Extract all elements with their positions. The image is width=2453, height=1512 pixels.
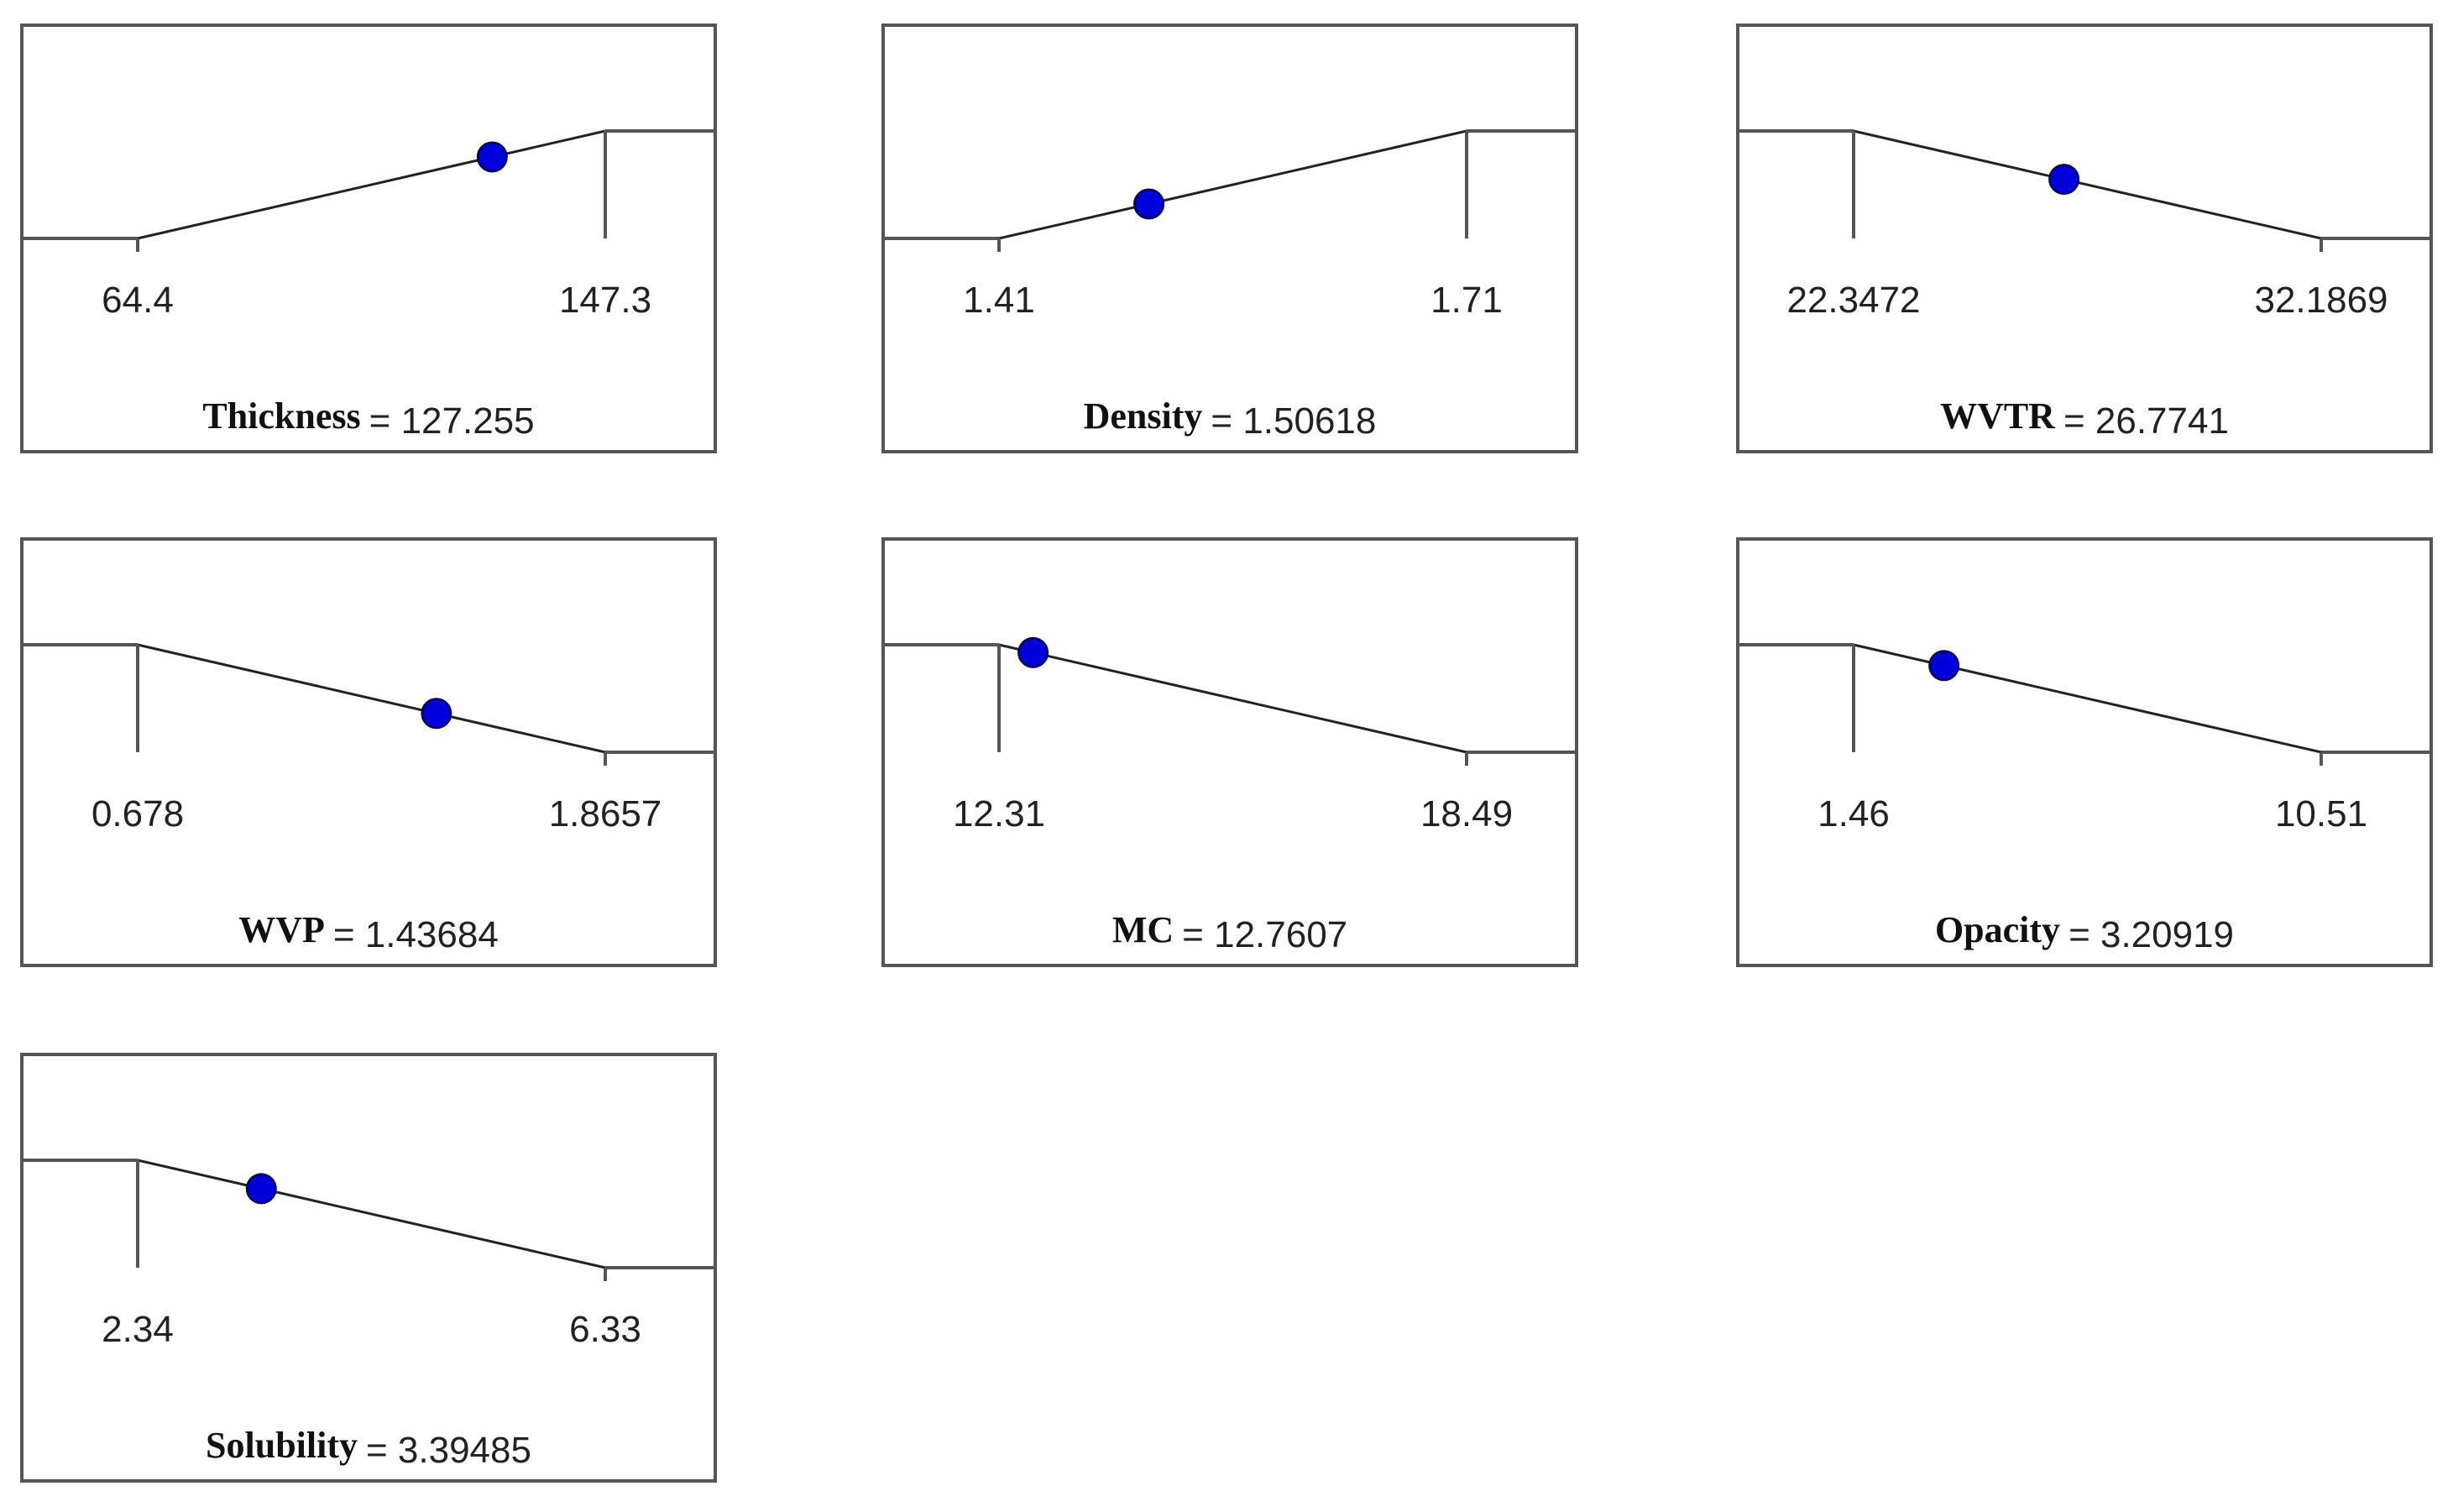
response-caption: WVP = 1.43684 <box>238 909 499 955</box>
response-caption: Opacity = 3.20919 <box>1935 909 2234 955</box>
low-limit-label: 22.3472 <box>1786 280 1920 321</box>
response-name: Solubility <box>206 1425 358 1466</box>
low-limit-label: 1.46 <box>1818 793 1890 834</box>
response-caption: MC = 12.7607 <box>1112 909 1347 955</box>
high-limit-label: 18.49 <box>1420 793 1513 834</box>
high-limit-label: 6.33 <box>569 1309 641 1350</box>
current-value-marker <box>476 141 508 173</box>
ramp-line <box>998 643 1467 754</box>
response-caption: Thickness = 127.255 <box>202 395 534 442</box>
low-limit-label: 0.678 <box>92 793 184 834</box>
low-limit-label: 2.34 <box>102 1309 174 1350</box>
response-value: = 3.39485 <box>366 1430 531 1471</box>
high-limit-label: 10.51 <box>2275 793 2367 834</box>
response-name: WVP <box>238 909 325 950</box>
response-name: Density <box>1084 395 1203 437</box>
ramp-line <box>137 1159 606 1269</box>
ramp-panel-density: 1.41 1.71 Density = 1.50618 <box>881 24 1578 453</box>
high-limit-label: 32.1869 <box>2254 280 2388 321</box>
ramp-line <box>137 643 606 754</box>
response-name: Thickness <box>202 395 360 437</box>
ramp-panel-wvtr: 22.3472 32.1869 WVTR = 26.7741 <box>1736 24 2433 453</box>
high-limit-label: 147.3 <box>559 280 651 321</box>
ramp-panel-wvp: 0.678 1.8657 WVP = 1.43684 <box>20 537 717 967</box>
response-value: = 12.7607 <box>1182 914 1347 955</box>
response-value: = 3.20919 <box>2069 914 2234 955</box>
current-value-marker <box>1928 650 1960 682</box>
response-value: = 1.43684 <box>333 914 499 955</box>
response-value: = 26.7741 <box>2063 400 2229 442</box>
ramp-panel-solubility: 2.34 6.33 Solubility = 3.39485 <box>20 1053 717 1483</box>
low-limit-label: 1.41 <box>963 280 1035 321</box>
low-limit-label: 64.4 <box>102 280 174 321</box>
current-value-marker <box>421 698 452 730</box>
response-name: MC <box>1112 909 1174 950</box>
response-caption: Density = 1.50618 <box>1084 395 1377 442</box>
current-value-marker <box>2048 164 2080 196</box>
current-value-marker <box>1133 188 1165 220</box>
ramp-line <box>998 129 1467 240</box>
response-name: Opacity <box>1935 909 2060 950</box>
current-value-marker <box>1017 636 1049 668</box>
low-limit-label: 12.31 <box>953 793 1045 834</box>
ramp-panel-mc: 12.31 18.49 MC = 12.7607 <box>881 537 1578 967</box>
response-caption: Solubility = 3.39485 <box>206 1425 531 1471</box>
response-name: WVTR <box>1940 395 2056 437</box>
high-limit-label: 1.8657 <box>549 793 662 834</box>
response-value: = 1.50618 <box>1211 400 1376 442</box>
response-caption: WVTR = 26.7741 <box>1940 395 2229 442</box>
current-value-marker <box>245 1173 277 1205</box>
ramp-panel-opacity: 1.46 10.51 Opacity = 3.20919 <box>1736 537 2433 967</box>
ramp-panel-thickness: 64.4 147.3 Thickness = 127.255 <box>20 24 717 453</box>
high-limit-label: 1.71 <box>1430 280 1503 321</box>
ramp-line <box>1853 129 2322 240</box>
ramp-line <box>137 129 606 240</box>
response-value: = 127.255 <box>369 400 535 442</box>
